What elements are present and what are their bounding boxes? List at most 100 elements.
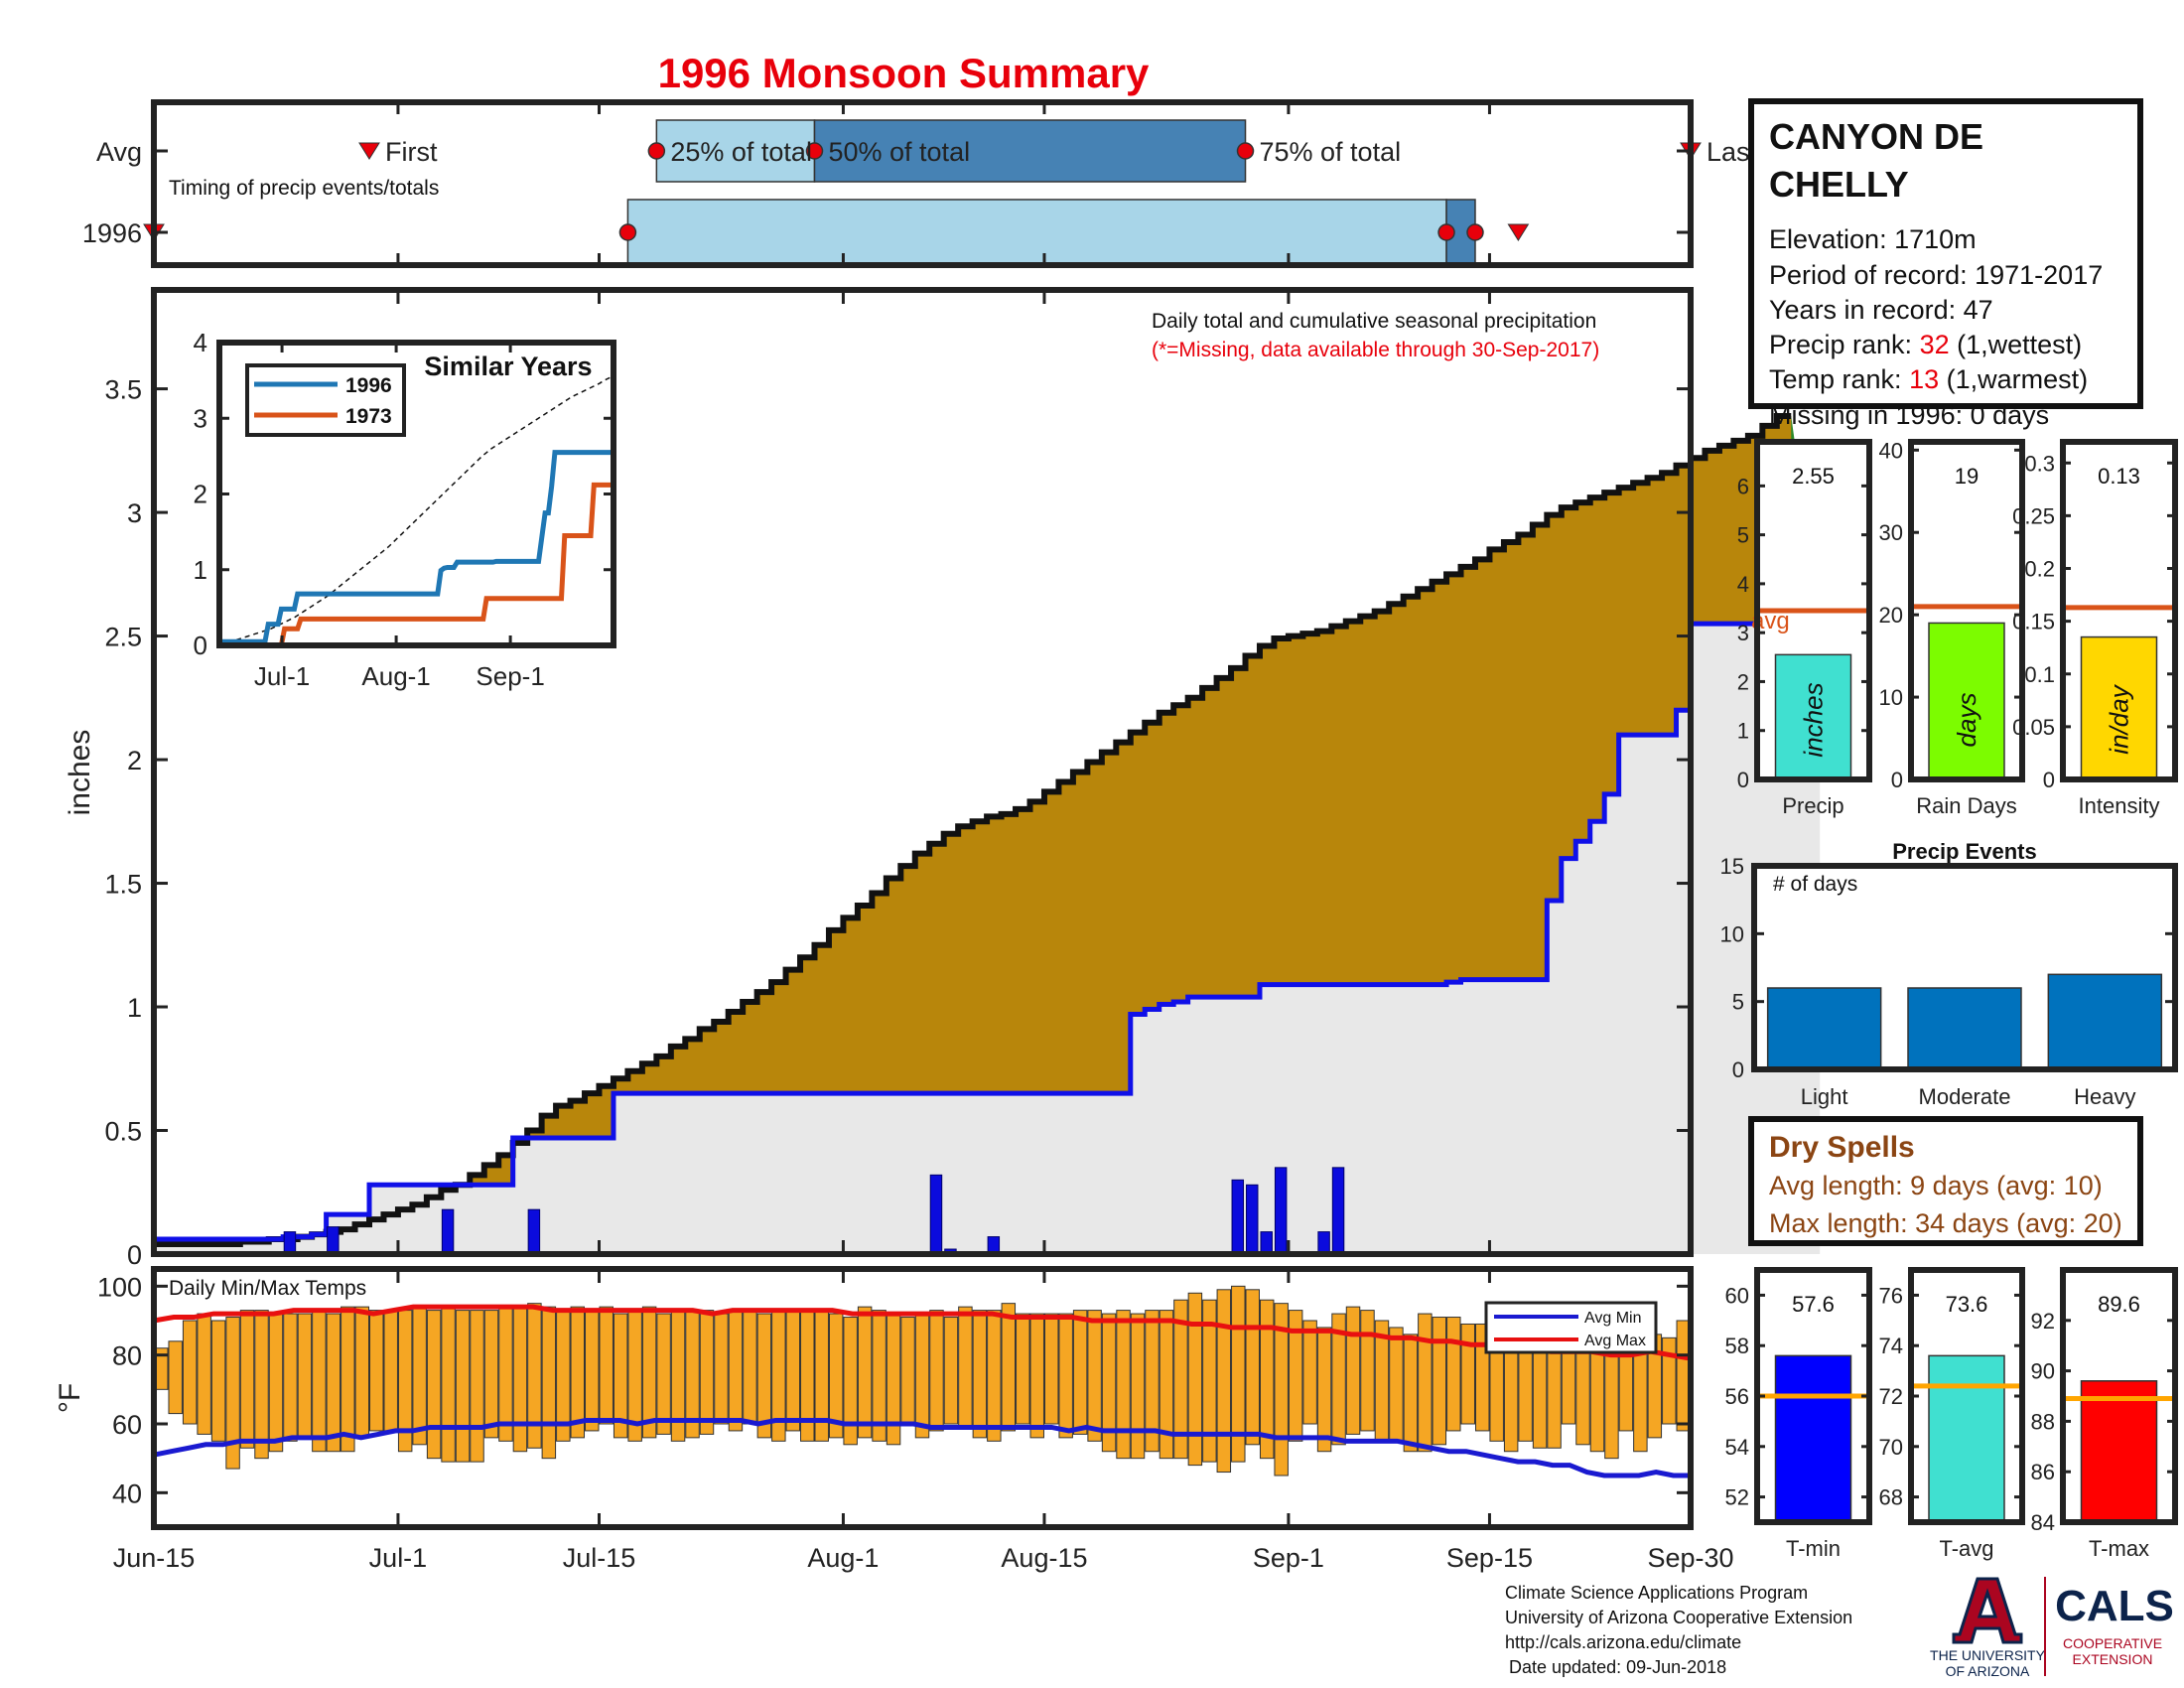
years-text: Years in record: 47 bbox=[1769, 295, 1993, 325]
tmax-label: T-max bbox=[2089, 1536, 2149, 1561]
main-ytick-label: 0 bbox=[127, 1240, 142, 1270]
year-box-25-50 bbox=[626, 199, 1447, 264]
daily-temp-bar bbox=[426, 1310, 442, 1460]
intensity-ytick-label: 0.3 bbox=[2024, 451, 2055, 476]
timing-year-label: 1996 bbox=[82, 218, 142, 248]
daily-temp-bar bbox=[254, 1310, 269, 1460]
intensity-ytick-label: 0.25 bbox=[2012, 503, 2055, 528]
inset-legend-1973: 1973 bbox=[345, 405, 392, 428]
precip-frame bbox=[1754, 439, 1872, 782]
precip-ytick-label: 0 bbox=[1737, 768, 1749, 792]
intensity-ytick-label: 0 bbox=[2043, 768, 2055, 792]
legend-avg-max: Avg Max bbox=[1584, 1333, 1646, 1349]
missing-text: Missing in 1996: 0 days bbox=[1769, 400, 2049, 430]
inset-xtick-label: Jul-1 bbox=[254, 661, 310, 691]
events-ytick-label: 10 bbox=[1720, 921, 1744, 946]
year-75pct-marker bbox=[1466, 223, 1484, 241]
daily-precip-bar bbox=[327, 1226, 340, 1255]
station-info-box: CANYON DE CHELLY Elevation: 1710m Period… bbox=[1748, 98, 2143, 430]
daily-temp-bar bbox=[1072, 1310, 1088, 1435]
daily-temp-bar bbox=[958, 1306, 973, 1428]
daily-temp-bar bbox=[1187, 1292, 1203, 1467]
daily-temp-bar bbox=[1316, 1327, 1332, 1453]
daily-temp-bar bbox=[785, 1310, 801, 1432]
cals-logo-sub1: COOPERATIVE bbox=[2063, 1635, 2162, 1651]
main-ytick-label: 3 bbox=[127, 498, 142, 528]
daily-temp-bar bbox=[1130, 1313, 1146, 1460]
daily-temp-bar bbox=[541, 1306, 557, 1460]
daily-temp-bar bbox=[1159, 1310, 1174, 1460]
daily-precip-bar bbox=[441, 1208, 455, 1255]
events-xlabel-moderate: Moderate bbox=[1919, 1084, 2011, 1109]
avg-50pct-marker bbox=[805, 142, 824, 160]
avg-25pct-marker bbox=[647, 142, 666, 160]
daily-precip-bar bbox=[1246, 1184, 1259, 1255]
rain-days-label: Rain Days bbox=[1916, 793, 2016, 818]
timing-panel: First 25% of total 50% of total 75% of tota… bbox=[82, 99, 1758, 268]
daily-temp-bar bbox=[828, 1313, 844, 1439]
daily-precip-bar bbox=[1231, 1179, 1245, 1255]
footer: Climate Science Applications Program Uni… bbox=[1505, 1577, 2174, 1679]
daily-temp-bar bbox=[1016, 1313, 1030, 1425]
tmin-ytick-label: 58 bbox=[1725, 1334, 1749, 1358]
temps-xtick-label: Aug-1 bbox=[807, 1543, 879, 1573]
tmax-ytick-label: 84 bbox=[2031, 1510, 2055, 1535]
daily-temp-bar bbox=[1029, 1313, 1044, 1439]
university-of-arizona-logo: THE UNIVERSITY OF ARIZONA bbox=[1930, 1577, 2046, 1679]
events-ylabel: # of days bbox=[1773, 873, 1857, 896]
daily-temp-bar bbox=[943, 1317, 959, 1425]
daily-temp-bar bbox=[570, 1306, 586, 1439]
period-text: Period of record: 1971-2017 bbox=[1769, 260, 2103, 290]
daily-precip-bar bbox=[283, 1231, 297, 1255]
daily-precip-bar bbox=[1260, 1231, 1273, 1255]
cals-logo-text: CALS bbox=[2055, 1582, 2174, 1630]
events-ytick-label: 15 bbox=[1720, 854, 1744, 879]
rain-days-ytick-label: 30 bbox=[1879, 520, 1903, 545]
precip-ytick-label: 1 bbox=[1737, 719, 1749, 744]
daily-temp-bar bbox=[728, 1310, 744, 1432]
precip-bar bbox=[1774, 653, 1852, 780]
daily-temp-bar bbox=[1460, 1323, 1475, 1425]
precip-ytick-label: 2 bbox=[1737, 669, 1749, 694]
daily-temp-bar bbox=[1245, 1289, 1260, 1446]
tavg-value-text: 73.6 bbox=[1946, 1292, 1988, 1317]
rain-days-ytick-label: 10 bbox=[1879, 685, 1903, 710]
daily-temp-bar bbox=[1043, 1313, 1059, 1425]
daily-temp-bar bbox=[197, 1313, 211, 1435]
temps-title: Daily Min/Max Temps bbox=[169, 1277, 366, 1300]
events-frame bbox=[1751, 863, 2178, 1072]
tmax-ytick-label: 88 bbox=[2031, 1409, 2055, 1434]
temps-xtick-label: Sep-15 bbox=[1446, 1543, 1533, 1573]
main-ylabel: inches bbox=[64, 730, 96, 816]
tavg-ytick-label: 68 bbox=[1879, 1485, 1903, 1510]
avg-box-50-75 bbox=[813, 119, 1247, 183]
inset-ytick-label: 3 bbox=[194, 403, 207, 433]
daily-temp-bar bbox=[843, 1317, 858, 1446]
daily-temp-bar bbox=[483, 1310, 499, 1439]
temps-ylabel: °F bbox=[54, 1383, 86, 1413]
intensity-bar bbox=[2080, 635, 2158, 780]
temps-xtick-label: Sep-30 bbox=[1647, 1543, 1733, 1573]
precip-ytick-label: 3 bbox=[1737, 621, 1749, 645]
daily-temp-bar bbox=[1173, 1299, 1188, 1460]
inset-frame bbox=[216, 340, 616, 648]
daily-precip-bar bbox=[929, 1174, 943, 1255]
intensity-ytick-label: 0.1 bbox=[2024, 662, 2055, 687]
inset-1996-line bbox=[219, 450, 614, 644]
daily-temp-bar bbox=[714, 1313, 729, 1425]
temps-legend-box bbox=[1484, 1301, 1658, 1354]
timing-avg-label: Avg bbox=[96, 137, 142, 167]
temps-xtick-label: Jul-15 bbox=[563, 1543, 636, 1573]
daily-temp-bar bbox=[1389, 1327, 1404, 1442]
daily-temp-bar bbox=[1231, 1285, 1246, 1463]
daily-temp-bar bbox=[498, 1306, 513, 1442]
similar-years-inset: 0 1 2 3 4 Jul-1 Aug-1 Sep-1 Similar Years 1996 197… bbox=[194, 328, 616, 691]
dry-spells-avg: Avg length: 9 days (avg: 10) bbox=[1769, 1171, 2103, 1200]
daily-temp-bar bbox=[412, 1306, 427, 1446]
daily-temp-bar bbox=[182, 1320, 198, 1425]
tmax-bar bbox=[2080, 1380, 2158, 1523]
rain-days-ytick-label: 20 bbox=[1879, 603, 1903, 628]
cals-logo-sub2: EXTENSION bbox=[2073, 1651, 2153, 1667]
tmax-ytick-label: 92 bbox=[2031, 1309, 2055, 1334]
main-ytick-label: 2 bbox=[127, 746, 142, 775]
